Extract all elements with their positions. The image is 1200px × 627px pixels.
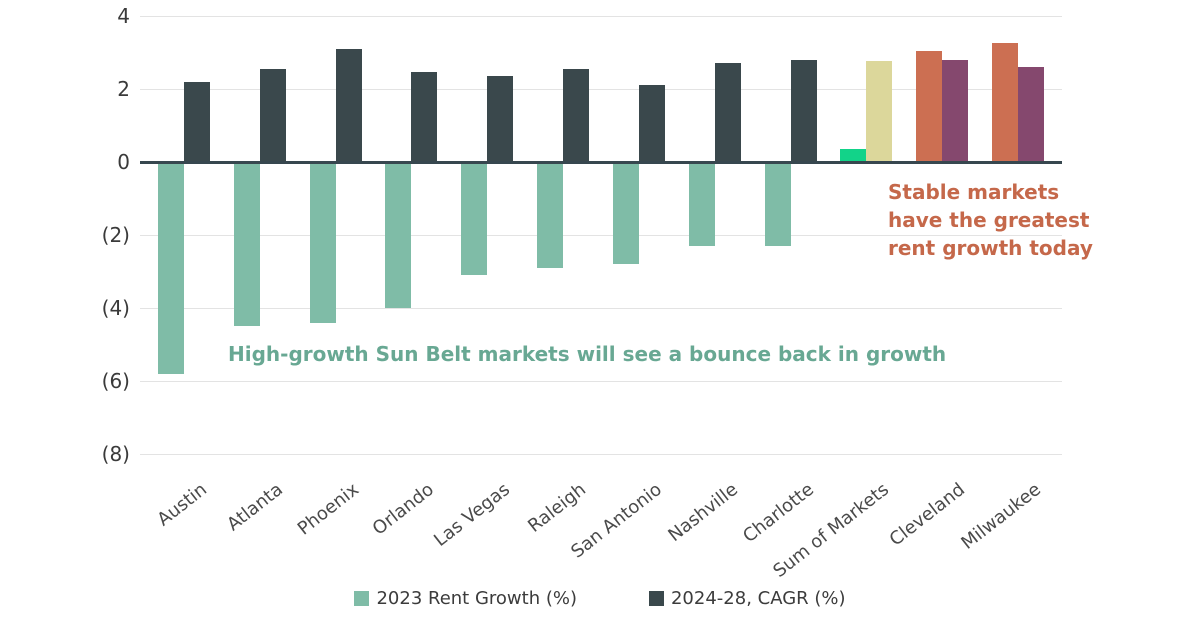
bar-cleveland-2023 (916, 50, 943, 162)
y-tick-label: (2) (101, 223, 130, 248)
bar-nashville-2023 (688, 162, 715, 247)
bar-sum-of-markets-2023 (840, 149, 867, 162)
bar-austin-cagr (184, 81, 210, 162)
bar-atlanta-2023 (233, 162, 260, 327)
bar-phoenix-cagr (335, 48, 362, 162)
legend-item-2024-28-cagr: 2024-28, CAGR (%) (648, 588, 846, 609)
x-category-label-las-vegas: Las Vegas (430, 479, 515, 551)
y-tick-label: (8) (101, 442, 130, 467)
bar-milwaukee-cagr (1018, 66, 1045, 162)
y-tick-label: 4 (117, 3, 130, 28)
bar-sum-of-markets-cagr (866, 61, 893, 162)
gridline-neg2neg (140, 235, 1062, 237)
x-category-label-cleveland: Cleveland (885, 479, 970, 551)
bar-phoenix-2023 (309, 162, 336, 323)
x-category-label-raleigh: Raleigh (524, 479, 591, 537)
legend-label: 2023 Rent Growth (%) (376, 588, 577, 609)
annotation-stable-line: have the greatest (888, 208, 1090, 232)
x-category-label-austin: Austin (153, 479, 211, 531)
bar-raleigh-cagr (563, 68, 590, 162)
gridline-2 (140, 88, 1062, 90)
bar-raleigh-2023 (537, 162, 564, 268)
annotation-stable: Stable markets have the greatest rent grow… (888, 178, 1093, 262)
gridline-4 (140, 15, 1062, 17)
annotation-stable-line: rent growth today (888, 236, 1093, 260)
bar-milwaukee-2023 (992, 43, 1019, 162)
bar-san-antonio-2023 (612, 162, 639, 265)
y-tick-label: (4) (101, 296, 130, 321)
bar-charlotte-cagr (790, 59, 817, 162)
x-category-label-atlanta: Atlanta (222, 479, 287, 536)
gridline-neg8neg (140, 454, 1062, 456)
bar-cleveland-cagr (942, 59, 969, 162)
bar-las-vegas-2023 (461, 162, 488, 276)
bar-las-vegas-cagr (487, 76, 514, 162)
bar-atlanta-cagr (259, 68, 286, 162)
legend-item-2023-rent-growth: 2023 Rent Growth (%) (354, 588, 577, 609)
x-category-label-nashville: Nashville (664, 479, 742, 547)
y-tick-label: (6) (101, 369, 130, 394)
annotation-stable-line: Stable markets (888, 180, 1060, 204)
bar-orlando-2023 (385, 162, 412, 309)
x-category-label-phoenix: Phoenix (293, 479, 363, 540)
y-tick-label: 0 (117, 150, 130, 174)
legend-label: 2024-28, CAGR (%) (670, 588, 846, 609)
bar-charlotte-2023 (764, 162, 791, 247)
legend-swatch-2024-28-cagr (648, 591, 664, 606)
bar-orlando-cagr (411, 72, 438, 162)
gridline-neg6neg (140, 381, 1062, 383)
x-category-label-milwaukee: Milwaukee (957, 479, 1045, 554)
bar-austin-2023 (158, 162, 184, 374)
annotation-sunbelt: High-growth Sun Belt markets will see a … (228, 340, 946, 368)
bar-nashville-cagr (714, 63, 741, 162)
chart-legend: 2023 Rent Growth (%) 2024-28, CAGR (%) (0, 588, 1200, 609)
x-category-label-orlando: Orlando (369, 479, 439, 540)
y-tick-label: 2 (117, 76, 130, 101)
gridline-neg4neg (140, 308, 1062, 310)
legend-swatch-2023-rent-growth (354, 591, 370, 606)
x-axis-zero-line (140, 160, 1062, 164)
bar-san-antonio-cagr (638, 85, 665, 162)
annotation-sunbelt-line: High-growth Sun Belt markets will see a … (228, 342, 947, 366)
